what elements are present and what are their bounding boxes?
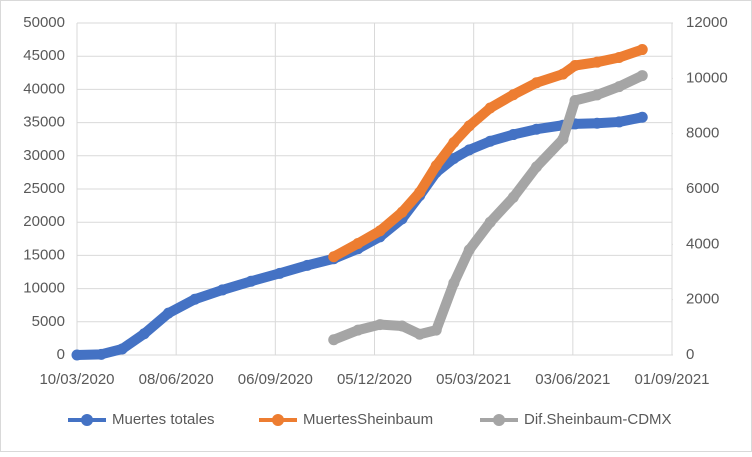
- data-point: [591, 56, 603, 68]
- legend-marker: [81, 414, 93, 426]
- data-point: [414, 328, 426, 340]
- series-line: [328, 70, 648, 345]
- y2-tick-label: 2000: [686, 291, 719, 308]
- data-point: [507, 191, 519, 203]
- y-tick-label: 10000: [23, 280, 65, 297]
- data-point: [138, 328, 150, 340]
- y2-tick-label: 6000: [686, 180, 719, 197]
- legend-item: Muertes totales: [68, 411, 215, 428]
- data-point: [328, 251, 340, 263]
- data-point: [591, 117, 603, 129]
- data-point: [569, 94, 581, 106]
- y-tick-label: 30000: [23, 147, 65, 164]
- x-tick-label: 05/03/2021: [436, 371, 511, 388]
- legend-item: MuertesSheinbaum: [259, 411, 433, 428]
- data-point: [396, 320, 408, 332]
- data-point: [530, 123, 542, 135]
- x-tick-label: 08/06/2020: [139, 371, 214, 388]
- data-point: [162, 307, 174, 319]
- data-point: [301, 259, 313, 271]
- y-tick-label: 20000: [23, 213, 65, 230]
- y-tick-label: 25000: [23, 180, 65, 197]
- series-line: [328, 44, 648, 262]
- y2-tick-label: 10000: [686, 69, 728, 86]
- y2-tick-label: 12000: [686, 14, 728, 31]
- data-point: [530, 161, 542, 173]
- data-point: [591, 89, 603, 101]
- legend-marker: [493, 414, 505, 426]
- data-point: [613, 81, 625, 93]
- data-point: [484, 102, 496, 114]
- y-tick-label: 40000: [23, 80, 65, 97]
- data-point: [374, 225, 386, 237]
- x-tick-label: 05/12/2020: [337, 371, 412, 388]
- y-tick-label: 35000: [23, 114, 65, 131]
- data-point: [636, 44, 648, 56]
- data-point: [430, 324, 442, 336]
- y2-tick-label: 4000: [686, 235, 719, 252]
- data-point: [245, 275, 257, 287]
- data-point: [557, 133, 569, 145]
- data-point: [430, 160, 442, 172]
- data-point: [448, 152, 460, 164]
- x-tick-label: 06/09/2020: [238, 371, 313, 388]
- data-point: [613, 52, 625, 64]
- y-tick-label: 50000: [23, 14, 65, 31]
- data-point: [507, 89, 519, 101]
- data-point: [71, 349, 83, 361]
- data-point: [463, 120, 475, 132]
- data-point: [448, 137, 460, 149]
- data-point: [352, 324, 364, 336]
- x-tick-label: 03/06/2021: [535, 371, 610, 388]
- data-point: [216, 284, 228, 296]
- data-point: [189, 293, 201, 305]
- data-point: [484, 135, 496, 147]
- data-point: [328, 334, 340, 346]
- data-point: [569, 59, 581, 71]
- data-point: [613, 116, 625, 128]
- data-point: [484, 216, 496, 228]
- legend-item: Dif.Sheinbaum-CDMX: [480, 411, 672, 428]
- legend-marker: [272, 414, 284, 426]
- data-point: [636, 70, 648, 82]
- legend-label: Muertes totales: [112, 411, 215, 428]
- data-point: [636, 111, 648, 123]
- data-point: [463, 144, 475, 156]
- y-tick-label: 45000: [23, 47, 65, 64]
- data-point: [507, 129, 519, 141]
- x-tick-label: 10/03/2020: [39, 371, 114, 388]
- y2-tick-label: 0: [686, 346, 694, 363]
- data-point: [352, 237, 364, 249]
- y-tick-label: 15000: [23, 246, 65, 263]
- data-point: [396, 206, 408, 218]
- data-point: [530, 77, 542, 89]
- data-point: [95, 348, 107, 360]
- legend-label: MuertesSheinbaum: [303, 411, 433, 428]
- y-tick-label: 0: [57, 346, 65, 363]
- x-tick-label: 01/09/2021: [634, 371, 709, 388]
- data-point: [463, 244, 475, 256]
- data-point: [374, 319, 386, 331]
- data-point: [274, 267, 286, 279]
- data-point: [448, 277, 460, 289]
- data-point: [414, 186, 426, 198]
- data-point: [557, 68, 569, 80]
- y-tick-label: 5000: [32, 313, 65, 330]
- legend-label: Dif.Sheinbaum-CDMX: [524, 411, 672, 428]
- data-point: [116, 343, 128, 355]
- y2-tick-label: 8000: [686, 125, 719, 142]
